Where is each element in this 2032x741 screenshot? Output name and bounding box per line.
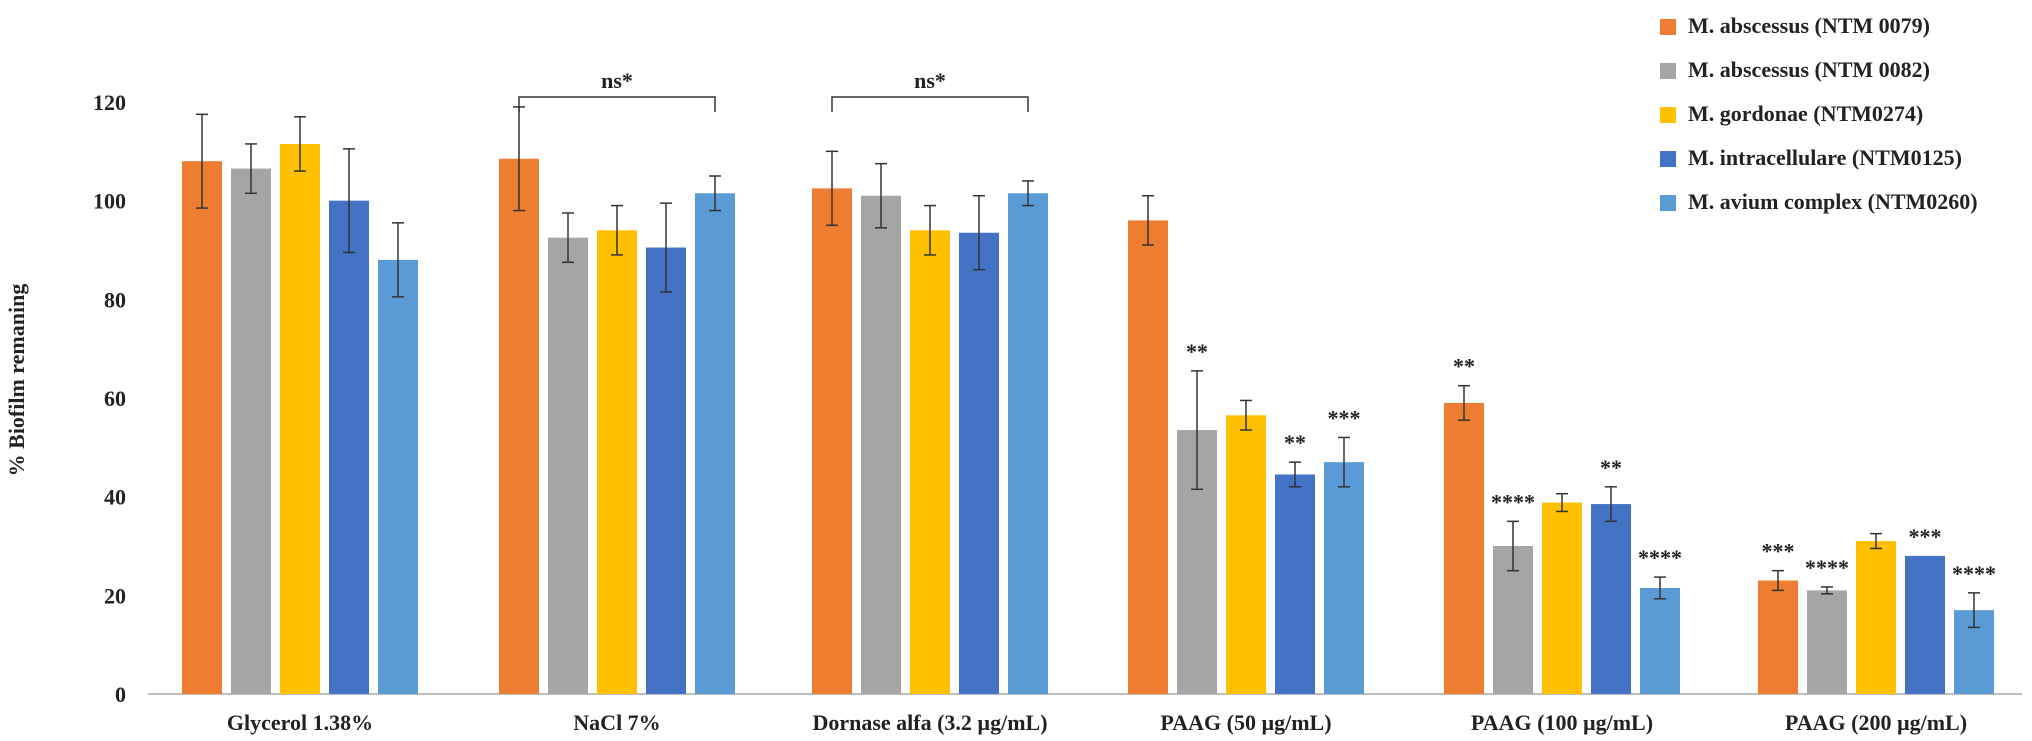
bar (1542, 502, 1582, 694)
y-tick-label: 80 (104, 287, 126, 312)
bar (1807, 590, 1847, 694)
y-axis-label: % Biofilm remaning (4, 284, 29, 477)
bar (1008, 193, 1048, 694)
bar (182, 161, 222, 694)
category-label: PAAG (100 µg/mL) (1471, 710, 1653, 735)
bar (1324, 462, 1364, 694)
legend-swatch (1660, 195, 1676, 211)
category-label: PAAG (50 µg/mL) (1160, 710, 1331, 735)
significance-label: *** (1909, 524, 1942, 549)
significance-label: **** (1805, 555, 1849, 580)
significance-label: **** (1952, 561, 1996, 586)
bar (1444, 402, 1484, 694)
bar (1591, 504, 1631, 694)
bar (959, 232, 999, 694)
bar (1640, 587, 1680, 694)
bar (548, 237, 588, 694)
bar (1905, 555, 1945, 694)
bar (1856, 541, 1896, 694)
y-tick-label: 40 (104, 485, 126, 510)
bar (231, 168, 271, 695)
y-tick-label: 20 (104, 583, 126, 608)
category-label: Dornase alfa (3.2 µg/mL) (812, 710, 1047, 735)
legend-label: M. abscessus (NTM 0082) (1688, 57, 1930, 82)
category-label: PAAG (200 µg/mL) (1785, 710, 1967, 735)
y-tick-label: 0 (115, 682, 126, 707)
significance-label: ** (1284, 430, 1306, 455)
bar (646, 247, 686, 695)
legend: M. abscessus (NTM 0079) M. abscessus (NTM… (1660, 13, 1978, 214)
y-tick-label: 100 (93, 189, 126, 214)
significance-label: ** (1453, 354, 1475, 379)
significance-bracket (831, 96, 1029, 112)
significance-label: *** (1328, 405, 1361, 430)
bracket-label: ns* (601, 68, 633, 93)
significance-label: *** (1762, 539, 1795, 564)
bar (378, 259, 418, 694)
bar (1226, 415, 1266, 694)
significance-label: **** (1638, 545, 1682, 570)
category-label: Glycerol 1.38% (227, 710, 373, 735)
y-tick-label: 60 (104, 386, 126, 411)
legend-label: M. gordonae (NTM0274) (1688, 101, 1923, 126)
bar (861, 195, 901, 694)
bar (1758, 580, 1798, 694)
bar (1128, 220, 1168, 694)
bar (597, 230, 637, 694)
y-tick-label: 120 (93, 90, 126, 115)
bracket-label: ns* (914, 68, 946, 93)
bar (910, 230, 950, 694)
legend-swatch (1660, 107, 1676, 123)
plot-area: 020406080100120*************************… (93, 68, 2022, 735)
bar (499, 158, 539, 694)
legend-label: M. avium complex (NTM0260) (1688, 189, 1978, 214)
legend-swatch (1660, 19, 1676, 35)
bar (695, 193, 735, 694)
significance-bracket (518, 96, 716, 112)
significance-label: ** (1186, 339, 1208, 364)
legend-label: M. intracellulare (NTM0125) (1688, 145, 1962, 170)
significance-label: **** (1491, 489, 1535, 514)
bar (329, 200, 369, 694)
legend-label: M. abscessus (NTM 0079) (1688, 13, 1930, 38)
legend-swatch (1660, 151, 1676, 167)
significance-label: ** (1600, 455, 1622, 480)
legend-swatch (1660, 63, 1676, 79)
bar (280, 143, 320, 694)
category-label: NaCl 7% (573, 710, 660, 735)
bar (1275, 474, 1315, 694)
bar (812, 188, 852, 695)
